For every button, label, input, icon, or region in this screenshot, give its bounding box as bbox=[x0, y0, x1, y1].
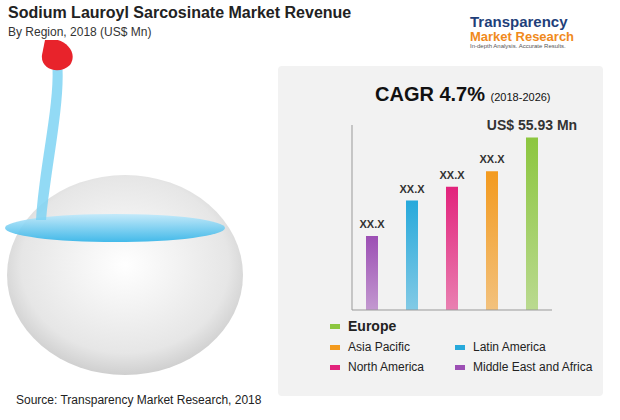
html-text:Latin America: Latin America bbox=[473, 340, 546, 354]
svg-text:XX.X: XX.X bbox=[359, 218, 385, 230]
html-text:Source: Transparency Market Re: Source: Transparency Market Research, 20… bbox=[16, 393, 262, 407]
svg-text:XX.X: XX.X bbox=[479, 153, 505, 165]
html-text:By Region, 2018 (US$ Mn): By Region, 2018 (US$ Mn) bbox=[8, 25, 152, 39]
html-text:Transparency: Transparency bbox=[470, 13, 568, 30]
html-text:In-depth Analysis. Accurate Re: In-depth Analysis. Accurate Results. bbox=[470, 43, 566, 50]
html-text:Europe: Europe bbox=[348, 318, 397, 334]
html-text:North America: North America bbox=[348, 360, 424, 374]
html-text:Market Research: Market Research bbox=[470, 28, 575, 44]
svg-text:XX.X: XX.X bbox=[439, 169, 465, 181]
svg-text:US$ 55.93 Mn: US$ 55.93 Mn bbox=[487, 117, 577, 133]
html-text:Sodium Lauroyl Sarcosinate Mar: Sodium Lauroyl Sarcosinate Market Revenu… bbox=[8, 4, 352, 21]
html-text:Asia Pacific: Asia Pacific bbox=[348, 340, 410, 354]
html-text:Middle East and Africa: Middle East and Africa bbox=[473, 360, 593, 374]
svg-text:XX.X: XX.X bbox=[399, 183, 425, 195]
html-text:CAGR 4.7% (2018-2026): CAGR 4.7% (2018-2026) bbox=[375, 83, 551, 105]
